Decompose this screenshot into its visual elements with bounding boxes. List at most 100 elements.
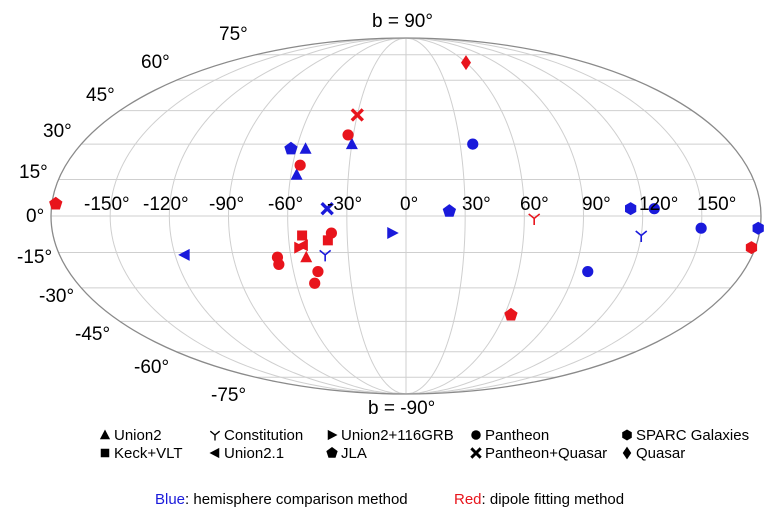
lat-tick-label: 0° — [26, 206, 44, 227]
legend-marker-sparc-galaxies — [622, 429, 632, 441]
data-markers — [49, 55, 764, 321]
caption-blue-text: : hemisphere comparison method — [185, 491, 408, 508]
marker-constitution-blue — [319, 249, 332, 262]
caption-red-word: Red — [454, 491, 482, 508]
meridian-gridline — [405, 37, 585, 395]
legend-label: SPARC Galaxies — [636, 427, 749, 444]
marker-union2-blue — [299, 142, 312, 154]
marker-sparc-galaxies-red — [745, 241, 758, 255]
marker-pantheon-red — [294, 159, 306, 171]
marker-union2-blue — [345, 137, 358, 150]
marker-pantheon-quasar-red — [350, 108, 364, 122]
legend-label: JLA — [341, 445, 367, 462]
meridian-gridline — [346, 37, 407, 395]
legend-marker-union2 — [99, 429, 111, 440]
marker-sparc-galaxies-blue — [625, 202, 637, 216]
marker-quasar-red — [461, 55, 471, 71]
lon-tick-label: -60° — [268, 194, 303, 215]
lat-tick-label: 60° — [141, 52, 170, 73]
lat-tick-label: -60° — [134, 357, 169, 378]
meridian-gridline — [405, 37, 644, 395]
marker-jla-blue — [442, 204, 457, 217]
meridian-gridline — [405, 37, 466, 395]
lon-tick-label: 120° — [639, 194, 678, 215]
legend-label: Quasar — [636, 445, 685, 462]
marker-union2-116grb-red — [294, 241, 306, 254]
lat-tick-label: 45° — [86, 85, 115, 106]
lon-tick-label: 0° — [400, 194, 418, 215]
lon-tick-label: -120° — [143, 194, 189, 215]
marker-pantheon-red — [325, 227, 338, 239]
meridian-gridline — [405, 37, 525, 395]
lon-tick-label: 30° — [462, 194, 491, 215]
marker-union2-blue — [290, 168, 303, 180]
top-pole-label: b = 90° — [372, 11, 433, 32]
legend-marker-quasar — [622, 446, 632, 460]
lon-tick-label: -30° — [327, 194, 362, 215]
legend-label: Constitution — [224, 427, 303, 444]
lat-tick-label: -30° — [39, 286, 74, 307]
legend-marker-pantheon — [471, 430, 481, 440]
marker-constitution-blue — [635, 230, 648, 242]
meridian-gridline — [168, 37, 407, 395]
legend-label: Union2 — [114, 427, 162, 444]
caption-red: Red: dipole fitting method — [454, 491, 624, 508]
tick-labels: -150° -120° -90° -60° -30° 0° 30° 60° 90° 120° 150… — [17, 24, 736, 406]
meridian-gridline — [109, 37, 407, 395]
marker-constitution-red — [528, 213, 541, 225]
legend-marker-keck-vlt — [100, 448, 110, 458]
meridian-gridline — [227, 37, 407, 395]
marker-pantheon-red — [342, 129, 354, 141]
marker-keck-vlt-red — [322, 235, 333, 246]
lon-tick-label: -150° — [84, 194, 130, 215]
caption-blue-word: Blue — [155, 491, 185, 508]
marker-pantheon-blue — [582, 265, 594, 278]
legend-marker-union2-116grb — [327, 429, 338, 441]
lon-tick-label: 90° — [582, 194, 611, 215]
marker-union2-1-blue — [178, 248, 190, 261]
marker-pantheon-blue — [648, 203, 660, 215]
caption: Blue: hemisphere comparison method — [155, 491, 408, 508]
legend-marker-constitution — [209, 430, 221, 441]
legend-label: Union2+116GRB — [341, 427, 454, 444]
marker-pantheon-red — [312, 265, 324, 278]
lon-tick-label: 150° — [697, 194, 736, 215]
marker-pantheon-blue — [695, 222, 707, 234]
bottom-pole-label: b = -90° — [368, 398, 435, 419]
marker-union2-red — [300, 250, 313, 263]
legend-label: Pantheon — [485, 427, 549, 444]
marker-pantheon-blue — [467, 138, 479, 150]
marker-pantheon-quasar-blue — [320, 201, 334, 216]
legend-label: Union2.1 — [224, 445, 284, 462]
lat-tick-label: -75° — [211, 385, 246, 406]
marker-sparc-galaxies-blue — [752, 221, 764, 235]
meridian-gridline — [287, 37, 407, 395]
lat-tick-label: -45° — [75, 324, 110, 345]
meridian-gridline — [405, 37, 703, 395]
lon-tick-label: -90° — [209, 194, 244, 215]
lon-tick-label: 60° — [520, 194, 549, 215]
legend-marker-jla — [326, 447, 338, 458]
legend-label: Keck+VLT — [114, 445, 183, 462]
mollweide-grid — [51, 37, 761, 395]
marker-pantheon-red — [273, 258, 285, 271]
marker-jla-red — [49, 196, 63, 210]
marker-union2-116grb-blue — [387, 227, 399, 240]
lat-tick-label: 30° — [43, 121, 72, 142]
marker-pantheon-red — [309, 277, 321, 289]
marker-keck-vlt-red — [297, 230, 308, 241]
legend-marker-union2-1 — [209, 447, 220, 459]
map-outline — [50, 37, 762, 395]
lat-tick-label: -15° — [17, 247, 52, 268]
marker-union2-1-red — [296, 239, 308, 252]
legend-marker-pantheon-quasar — [470, 447, 482, 459]
lat-tick-label: 75° — [219, 24, 248, 45]
legend-label: Pantheon+Quasar — [485, 445, 607, 462]
marker-jla-red — [504, 307, 518, 321]
marker-jla-blue — [284, 141, 298, 155]
map-boundary — [50, 37, 762, 395]
caption-red-text: : dipole fitting method — [482, 491, 625, 508]
lat-tick-label: 15° — [19, 162, 48, 183]
